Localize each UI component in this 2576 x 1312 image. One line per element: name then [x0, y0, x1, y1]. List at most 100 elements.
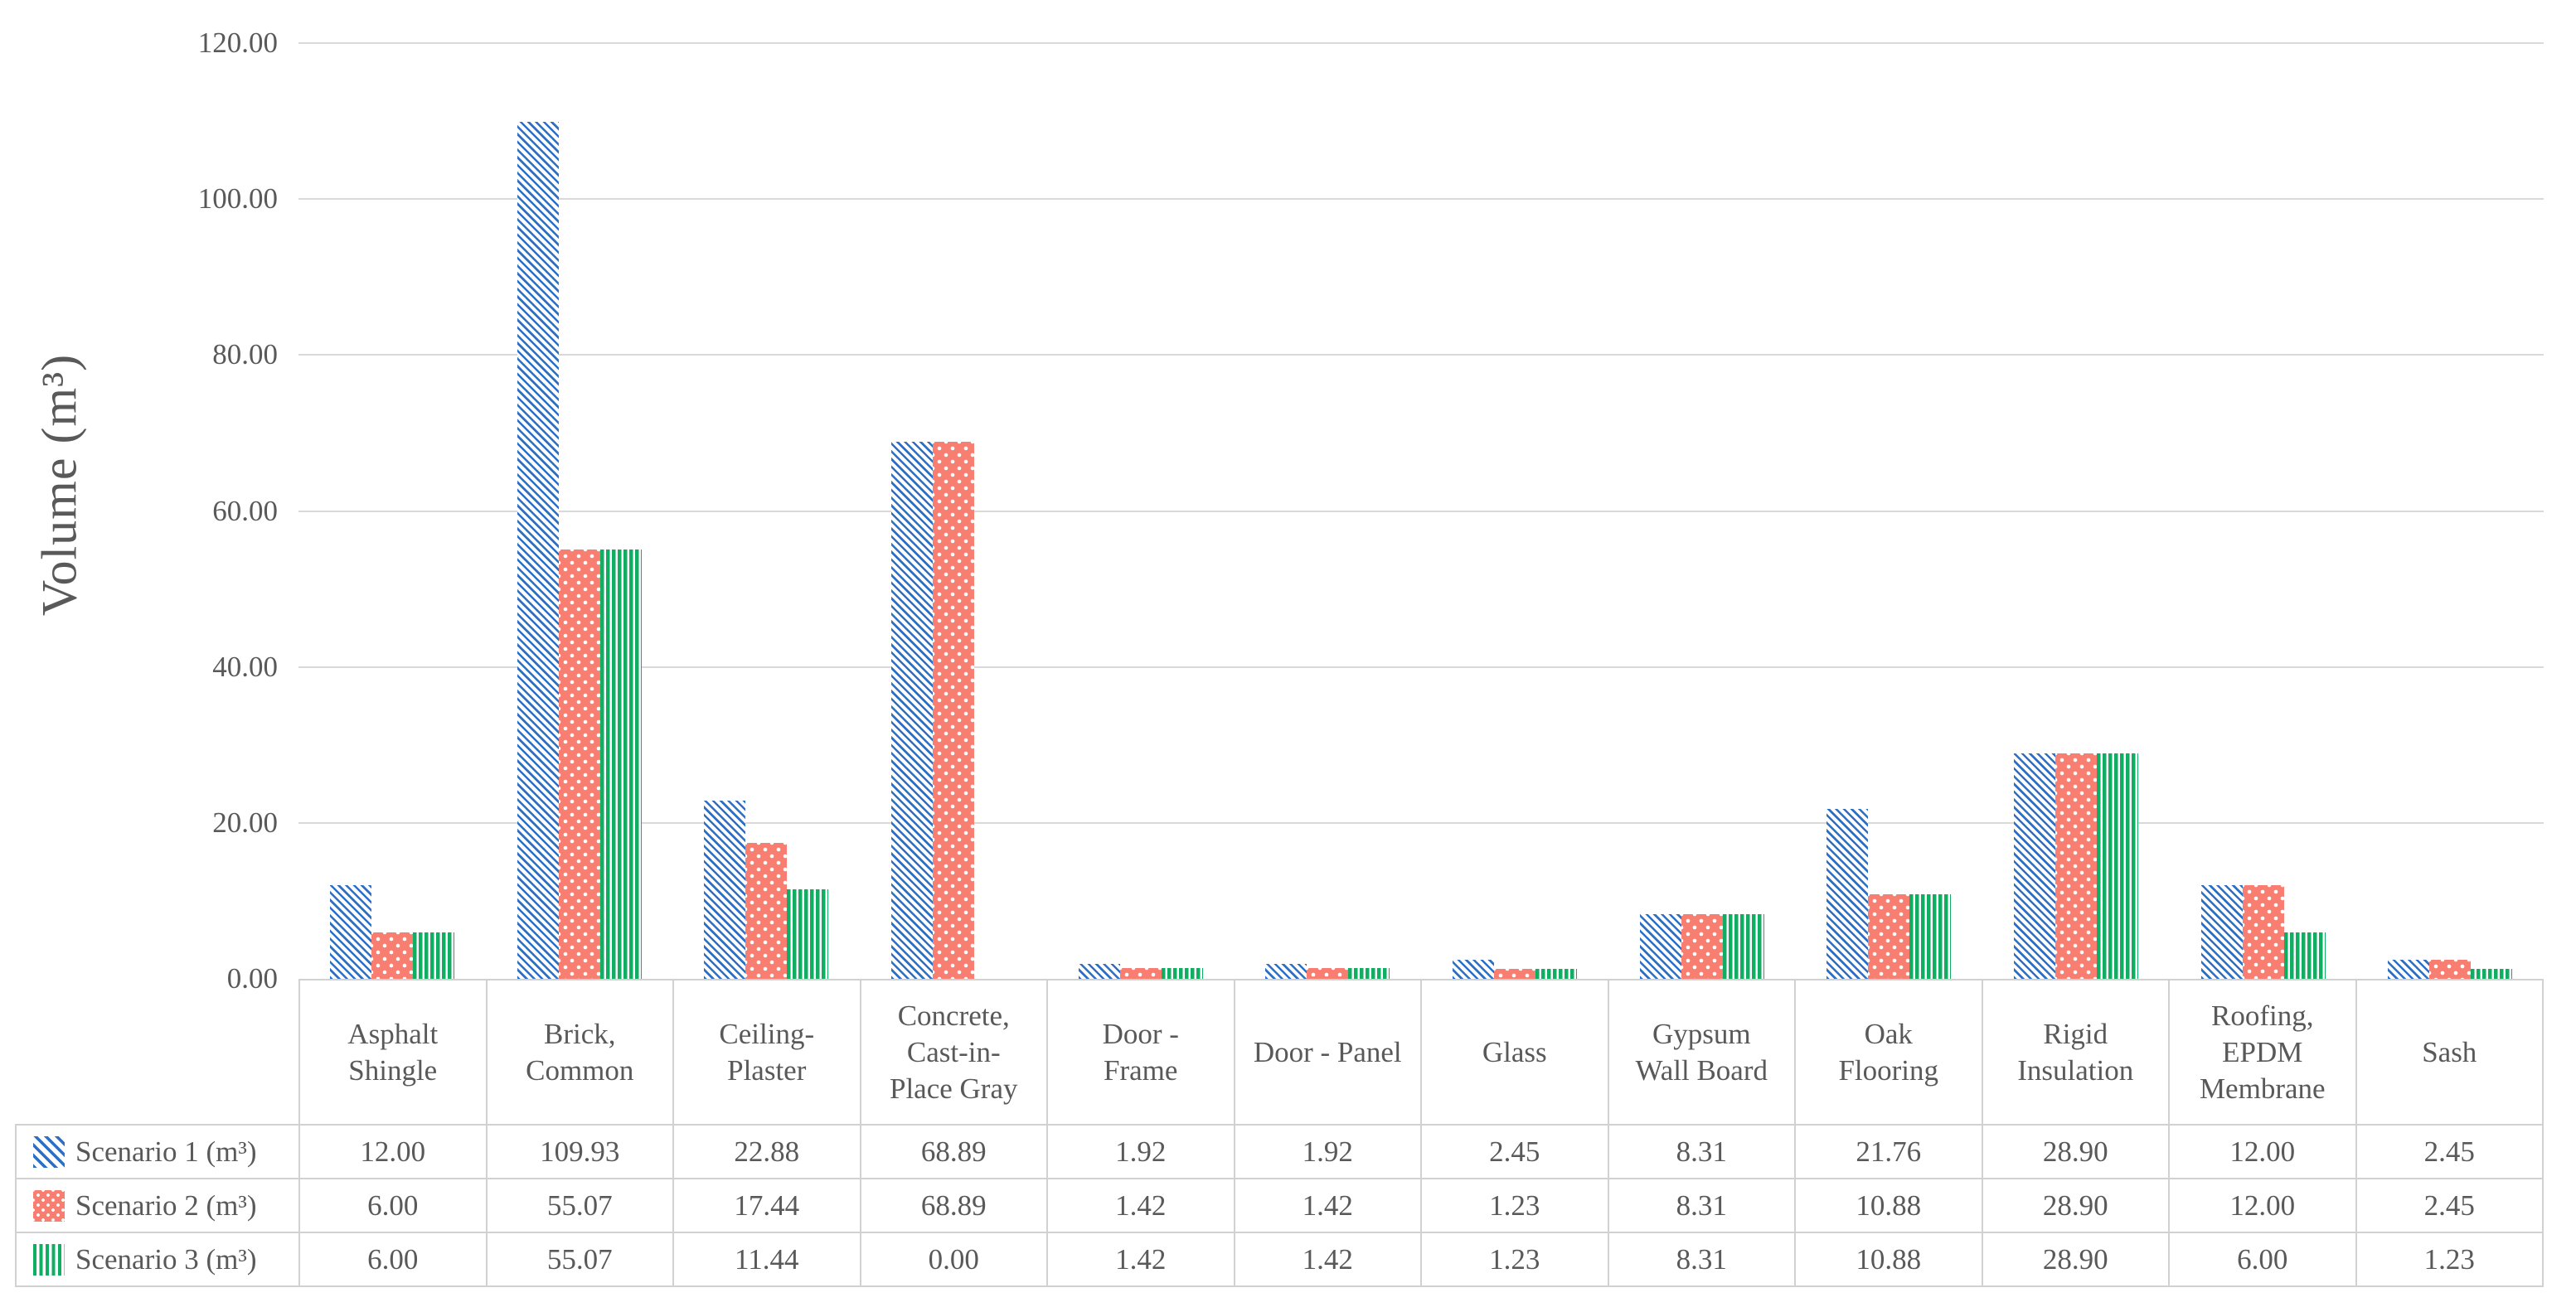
table-cell-sash-scenario-3: 1.23 — [2355, 1232, 2544, 1287]
bar-group-ceiling-plaster — [672, 800, 860, 979]
gridline — [298, 821, 2544, 824]
table-cell-asphalt-shingle-scenario-2: 6.00 — [298, 1178, 488, 1233]
y-axis-title: Volume (m³) — [32, 353, 87, 617]
category-header-row: Asphalt Shingle Brick, Common Ceiling-Plas… — [16, 979, 2544, 1126]
bar-group-concrete-cast-in-place-gray — [860, 441, 1047, 979]
bar-oak-flooring-scenario-3 — [1909, 893, 1952, 979]
table-cell-concrete-cast-in-place-gray-scenario-3: 0.00 — [859, 1232, 1048, 1287]
bar-group-brick-common — [486, 121, 673, 979]
bar-door-panel-scenario-3 — [1348, 967, 1390, 979]
legend-cell-scenario-1: Scenario 1 (m³) — [15, 1124, 300, 1179]
legend-entry: Scenario 2 (m³) — [33, 1189, 293, 1222]
legend-label-scenario-1: Scenario 1 (m³) — [75, 1135, 257, 1168]
legend-swatch-scenario-1 — [33, 1135, 65, 1168]
legend-swatch-scenario-2 — [33, 1189, 65, 1222]
bar-roofing-epdm-membrane-scenario-2 — [2242, 885, 2284, 979]
category-header-glass: Glass — [1420, 979, 1609, 1126]
table-cell-roofing-epdm-membrane-scenario-2: 12.00 — [2168, 1178, 2357, 1233]
bar-concrete-cast-in-place-gray-scenario-1 — [890, 441, 933, 979]
bar-gypsum-wall-board-scenario-1 — [1639, 913, 1681, 979]
category-header-oak-flooring: Oak Flooring — [1794, 979, 1983, 1126]
bar-glass-scenario-3 — [1535, 969, 1577, 979]
table-cell-gypsum-wall-board-scenario-2: 8.31 — [1607, 1178, 1796, 1233]
bar-groups — [298, 43, 2544, 979]
table-row-scenario-3: Scenario 3 (m³) 6.00 55.07 11.44 0.00 1.42 1.4… — [15, 1232, 2544, 1287]
table-cell-sash-scenario-2: 2.45 — [2355, 1178, 2544, 1233]
table-cell-rigid-insulation-scenario-1: 28.90 — [1981, 1124, 2170, 1179]
gridline — [298, 354, 2544, 356]
bar-rigid-insulation-scenario-3 — [2096, 753, 2138, 979]
table-cell-glass-scenario-1: 2.45 — [1420, 1124, 1609, 1179]
table-cell-door-panel-scenario-3: 1.42 — [1233, 1232, 1422, 1287]
table-cell-oak-flooring-scenario-1: 21.76 — [1794, 1124, 1983, 1179]
bar-door-frame-scenario-3 — [1161, 967, 1203, 979]
table-cell-oak-flooring-scenario-3: 10.88 — [1794, 1232, 1983, 1287]
table-cell-roofing-epdm-membrane-scenario-3: 6.00 — [2168, 1232, 2357, 1287]
category-header-gypsum-wall-board: Gypsum Wall Board — [1607, 979, 1796, 1126]
bar-asphalt-shingle-scenario-2 — [371, 932, 413, 979]
y-tick-label: 80.00 — [212, 338, 278, 371]
table-cell-concrete-cast-in-place-gray-scenario-1: 68.89 — [859, 1124, 1048, 1179]
bar-group-door-panel — [1234, 963, 1421, 979]
category-header-ceiling-plaster: Ceiling-Plaster — [672, 979, 861, 1126]
bar-door-frame-scenario-2 — [1119, 967, 1162, 979]
table-cell-brick-common-scenario-3: 55.07 — [485, 1232, 674, 1287]
bar-gypsum-wall-board-scenario-3 — [1722, 913, 1764, 979]
bar-roofing-epdm-membrane-scenario-1 — [2200, 885, 2243, 979]
bar-group-glass — [1421, 959, 1608, 979]
bar-roofing-epdm-membrane-scenario-3 — [2283, 932, 2326, 979]
y-tick-label: 100.00 — [197, 182, 278, 215]
bar-group-oak-flooring — [1795, 809, 1982, 979]
table-cell-door-panel-scenario-1: 1.92 — [1233, 1124, 1422, 1179]
table-cell-door-frame-scenario-3: 1.42 — [1046, 1232, 1235, 1287]
bar-group-gypsum-wall-board — [1608, 913, 1796, 979]
bar-glass-scenario-2 — [1493, 969, 1535, 979]
table-cell-rigid-insulation-scenario-2: 28.90 — [1981, 1178, 2170, 1233]
y-tick-label: 20.00 — [212, 806, 278, 839]
legend-cell-scenario-3: Scenario 3 (m³) — [15, 1232, 300, 1287]
bar-brick-common-scenario-2 — [558, 549, 600, 979]
bar-asphalt-shingle-scenario-3 — [412, 932, 454, 979]
table-cell-glass-scenario-2: 1.23 — [1420, 1178, 1609, 1233]
y-tick-label: 60.00 — [212, 494, 278, 527]
table-cell-door-frame-scenario-1: 1.92 — [1046, 1124, 1235, 1179]
gridline — [298, 510, 2544, 512]
table-row-scenario-1: Scenario 1 (m³) 12.00 109.93 22.88 68.89 1.92… — [15, 1124, 2544, 1179]
category-header-door-panel: Door - Panel — [1233, 979, 1422, 1126]
table-cell-sash-scenario-1: 2.45 — [2355, 1124, 2544, 1179]
legend-entry: Scenario 3 (m³) — [33, 1243, 293, 1276]
table-cell-brick-common-scenario-2: 55.07 — [485, 1178, 674, 1233]
legend-cell-scenario-2: Scenario 2 (m³) — [15, 1178, 300, 1233]
table-cell-glass-scenario-3: 1.23 — [1420, 1232, 1609, 1287]
category-header-rigid-insulation: Rigid Insulation — [1981, 979, 2170, 1126]
bar-group-asphalt-shingle — [298, 885, 486, 979]
bar-sash-scenario-1 — [2388, 959, 2430, 979]
bar-rigid-insulation-scenario-1 — [2013, 753, 2055, 979]
y-tick-label: 0.00 — [226, 962, 278, 995]
bar-ceiling-plaster-scenario-1 — [704, 800, 746, 979]
bar-rigid-insulation-scenario-2 — [2054, 753, 2097, 979]
legend-entry: Scenario 1 (m³) — [33, 1135, 293, 1169]
table-cell-oak-flooring-scenario-2: 10.88 — [1794, 1178, 1983, 1233]
category-header-roofing-epdm-membrane: Roofing, EPDM Membrane — [2168, 979, 2357, 1126]
bar-gypsum-wall-board-scenario-2 — [1681, 913, 1723, 979]
gridline — [298, 42, 2544, 44]
legend-swatch-scenario-3 — [33, 1243, 65, 1276]
bar-glass-scenario-1 — [1452, 959, 1494, 979]
table-cell-rigid-insulation-scenario-3: 28.90 — [1981, 1232, 2170, 1287]
bar-group-door-frame — [1047, 963, 1235, 979]
table-cell-concrete-cast-in-place-gray-scenario-2: 68.89 — [859, 1178, 1048, 1233]
category-header-brick-common: Brick, Common — [485, 979, 674, 1126]
bar-brick-common-scenario-3 — [599, 549, 642, 979]
bar-group-sash — [2356, 959, 2544, 979]
y-tick-label: 40.00 — [212, 650, 278, 683]
gridline — [298, 198, 2544, 201]
bar-asphalt-shingle-scenario-1 — [329, 885, 371, 979]
bar-concrete-cast-in-place-gray-scenario-2 — [932, 441, 974, 979]
bar-door-panel-scenario-1 — [1265, 963, 1307, 979]
table-row-scenario-2: Scenario 2 (m³) 6.00 55.07 17.44 68.89 1.42 1.… — [15, 1178, 2544, 1233]
table-cell-gypsum-wall-board-scenario-3: 8.31 — [1607, 1232, 1796, 1287]
data-table: Asphalt Shingle Brick, Common Ceiling-Plas… — [15, 979, 2544, 1287]
gridline — [298, 666, 2544, 668]
table-cell-ceiling-plaster-scenario-1: 22.88 — [672, 1124, 861, 1179]
